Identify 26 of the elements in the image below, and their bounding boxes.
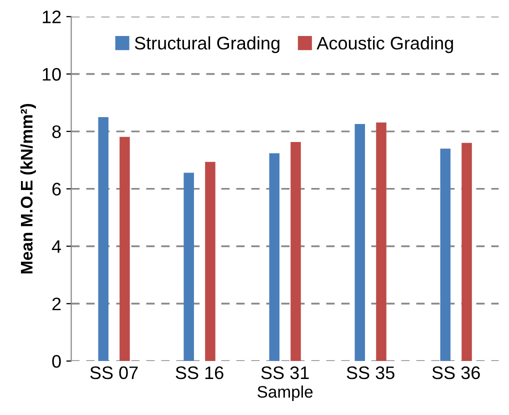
x-tick-label: SS 16	[176, 366, 224, 380]
bar	[440, 148, 451, 362]
x-tick-label: SS 35	[346, 366, 394, 380]
bar	[205, 162, 216, 362]
x-tick-label: SS 31	[261, 366, 309, 380]
legend-label: Acoustic Grading	[316, 36, 453, 54]
y-tick-label: 0	[52, 354, 61, 368]
bar	[354, 124, 365, 362]
y-tick-label: 10	[42, 68, 61, 81]
x-tick-label: SS 07	[90, 366, 138, 380]
y-tick-label: 8	[52, 125, 61, 138]
y-tick-label: 12	[42, 10, 61, 24]
x-axis-title: Sample	[258, 386, 313, 402]
legend-label: Structural Grading	[134, 36, 280, 54]
bar	[290, 142, 301, 362]
y-axis-title: Mean M.O.E (kN/mm²)	[20, 104, 36, 274]
bar	[120, 136, 130, 362]
bar	[98, 117, 108, 362]
y-tick-label: 2	[52, 298, 61, 310]
bar	[376, 122, 386, 362]
bar	[462, 142, 472, 362]
y-tick-label: 4	[52, 240, 62, 253]
y-tick-label: 6	[52, 182, 61, 196]
bar	[269, 153, 280, 362]
bar	[184, 172, 194, 362]
x-tick-label: SS 36	[432, 366, 480, 380]
